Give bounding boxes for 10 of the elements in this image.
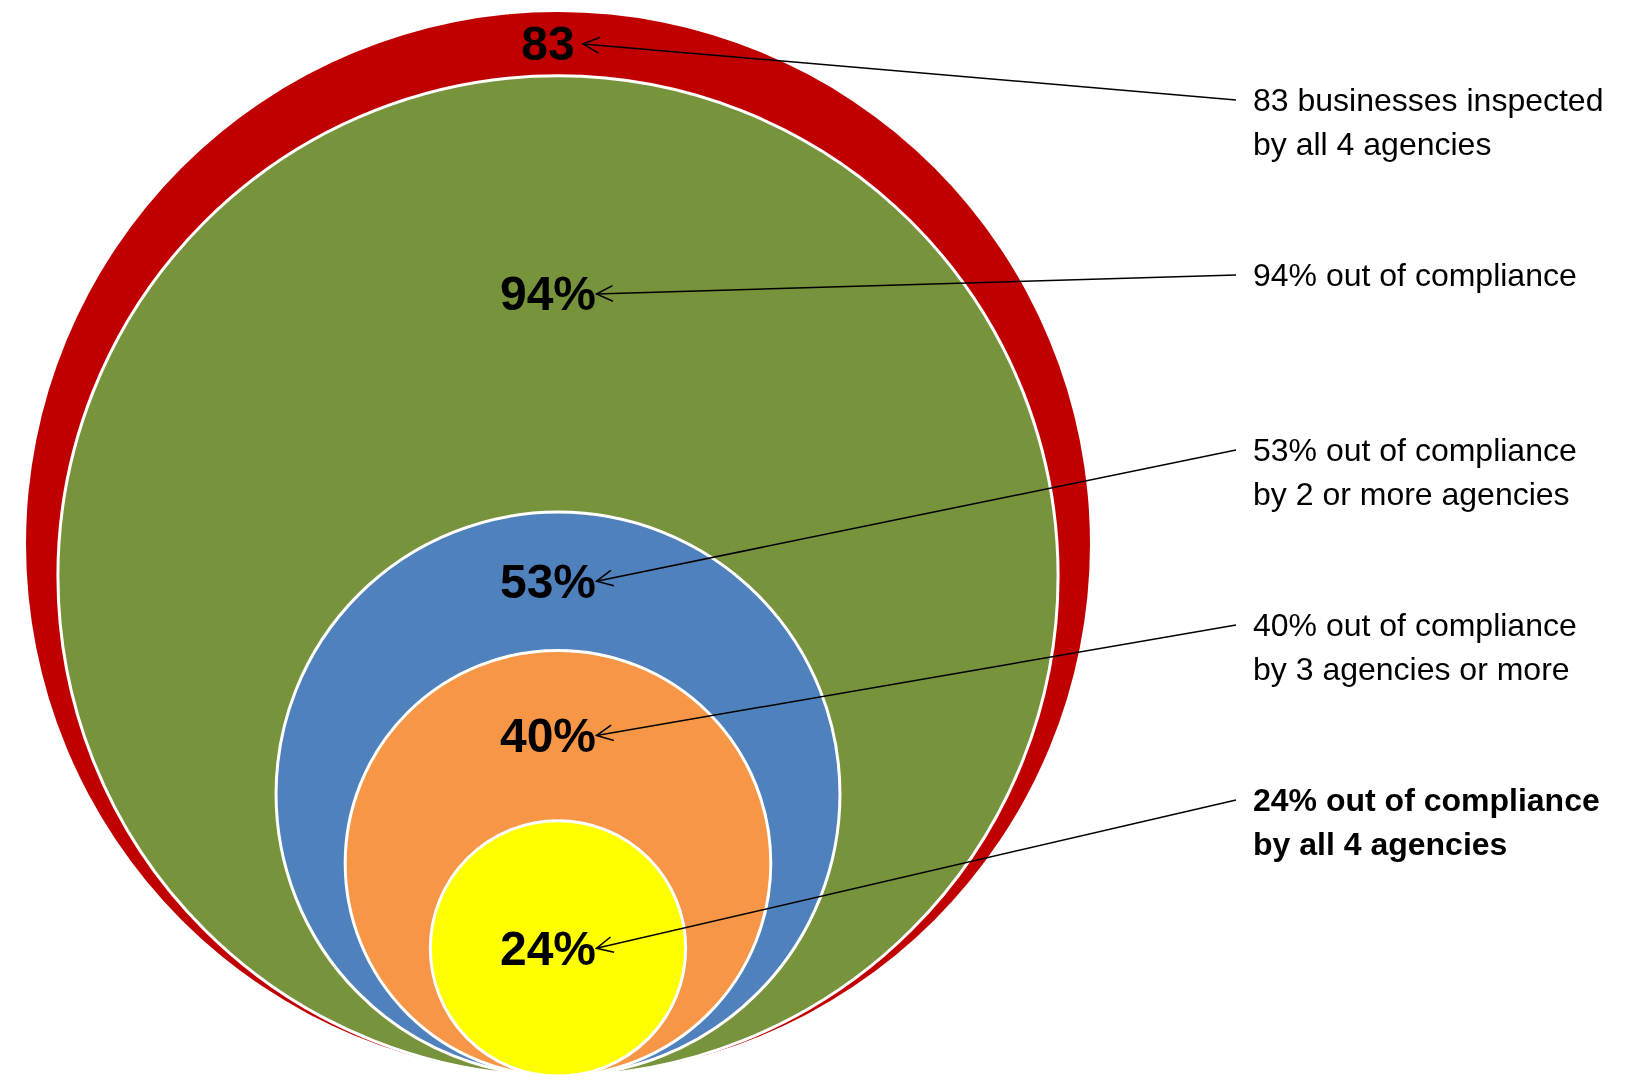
category-label: 94% out of compliance	[1253, 257, 1577, 293]
data-label: 24%	[499, 921, 597, 975]
data-label: 83	[521, 17, 575, 71]
category-label: 83 businesses inspected by all 4 agencies	[1253, 82, 1604, 162]
data-label: 94%	[499, 267, 597, 321]
category-label: 53% out of compliance by 2 or more agencies	[1253, 432, 1577, 512]
data-label: 40%	[499, 709, 597, 763]
category-label: 40% out of compliance by 3 agencies or more	[1253, 607, 1577, 687]
data-label: 53%	[499, 554, 597, 608]
category-label: 24% out of compliance by all 4 agencies	[1253, 782, 1600, 862]
